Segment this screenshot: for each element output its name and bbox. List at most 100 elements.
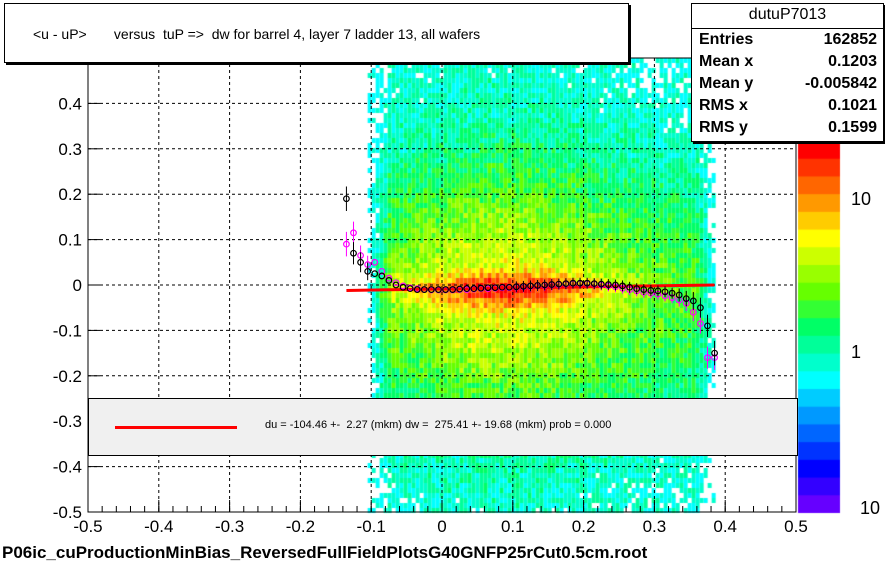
profile-black-point [548,281,556,288]
y-tick-label: 0.1 [58,231,82,250]
stats-row-mean-x: Mean x 0.1203 [699,53,879,71]
profile-black-point [406,285,414,293]
stats-value: 0.1203 [828,53,877,70]
profile-black-point [449,286,457,293]
profile-black-point [590,280,598,288]
profile-magenta-point [371,258,379,266]
profile-black-point [470,285,478,293]
profile-black-point [463,285,471,293]
profile-magenta-point [350,229,357,237]
profile-black-point [343,195,350,203]
profile-black-point [385,277,393,284]
x-tick-label: 0 [437,517,446,536]
profile-black-point [597,280,605,288]
stats-value: 0.1021 [828,97,877,114]
profile-black-point [350,249,357,257]
stats-separator [692,28,883,29]
stats-name: dutuP7013 [748,6,827,23]
fit-legend-line [115,426,237,429]
profile-black-point [435,286,442,293]
profile-black-point [357,258,364,266]
profile-magenta-point [392,279,400,287]
stats-row-mean-y: Mean y -0.005842 [699,75,879,93]
profile-black-point [583,279,591,287]
stats-label: Mean x [699,53,754,70]
profile-black-point [371,270,379,278]
x-tick-label: 0.1 [501,517,525,536]
colorbar-label: 1 [851,342,861,362]
stats-row-rms-x: RMS x 0.1021 [699,97,879,115]
stats-label: Entries [699,31,754,48]
profile-black-point [534,282,541,289]
profile-black-point [456,285,464,293]
stats-value: 0.1599 [828,119,877,136]
profile-black-point [612,281,619,289]
profile-black-point [505,283,513,291]
profile-black-point [675,291,683,299]
y-tick-label: 0.2 [58,185,82,204]
profile-black-point [682,295,690,303]
profile-black-point [364,267,372,275]
y-tick-label: 0.4 [58,94,82,113]
stats-label: RMS x [699,97,748,114]
profile-magenta-point [697,320,704,327]
x-tick-label: 0.2 [572,517,596,536]
x-tick-label: 0.5 [784,517,808,536]
profile-black-point [484,284,492,292]
profile-black-point [555,280,563,288]
y-tick-label: -0.4 [53,458,82,477]
profile-black-point [527,282,534,290]
x-tick-label: 0.3 [643,517,667,536]
profile-black-point [520,282,527,290]
profile-black-point [619,282,626,290]
profile-magenta-point [385,274,393,282]
y-tick-label: 0.3 [58,140,82,159]
fit-legend: du = -104.46 +- 2.27 (mkm) dw = 275.41 +… [88,398,798,456]
profile-black-point [512,283,520,291]
profile-black-point [399,283,407,291]
stats-value: -0.005842 [804,75,877,92]
profile-black-point [640,286,648,293]
profile-black-point [442,286,449,293]
profile-black-point [413,286,421,293]
profile-black-point [491,284,499,292]
profile-black-point [392,281,400,289]
colorbar-label: 10 [851,189,871,209]
y-tick-label: -0.1 [53,321,82,340]
profile-black-point [541,281,549,289]
profile-black-point [569,279,577,287]
fit-legend-text: du = -104.46 +- 2.27 (mkm) dw = 275.41 +… [265,419,612,431]
title-box: <u - uP> versus tuP => dw for barrel 4, … [4,3,629,63]
x-tick-label: -0.2 [286,517,315,536]
profile-black-point [711,349,718,357]
y-tick-label: 0 [73,276,82,295]
profile-black-point [647,287,655,294]
profile-black-point [427,286,435,293]
y-tick-label: -0.5 [53,503,82,522]
profile-black-point [477,284,485,292]
x-tick-label: -0.3 [215,517,244,536]
stats-row-rms-y: RMS y 0.1599 [699,119,879,137]
x-tick-label: -0.1 [357,517,386,536]
x-tick-label: 0.4 [713,517,737,536]
stats-label: Mean y [699,75,754,92]
stats-label: RMS y [699,119,748,136]
x-tick-label: -0.4 [144,517,173,536]
file-name-footer: P06ic_cuProductionMinBias_ReversedFullFi… [2,543,648,562]
profile-black-point [654,287,662,295]
profile-magenta-point [343,240,350,248]
stats-box: dutuP7013 Entries 162852 Mean x 0.1203 M… [691,3,884,142]
colorbar-label: 10 [860,498,880,518]
profile-magenta-point [378,267,386,275]
y-tick-label: -0.2 [53,367,82,386]
profile-black-point [697,304,704,312]
plot-title: <u - uP> versus tuP => dw for barrel 4, … [33,26,481,42]
profile-black-point [576,279,584,287]
profile-black-point [378,272,386,280]
stats-row-entries: Entries 162852 [699,31,879,49]
profile-black-point [626,283,634,291]
profile-black-point [689,297,697,305]
profile-black-point [661,288,669,296]
profile-black-point [420,286,428,293]
profile-black-point [562,280,570,288]
